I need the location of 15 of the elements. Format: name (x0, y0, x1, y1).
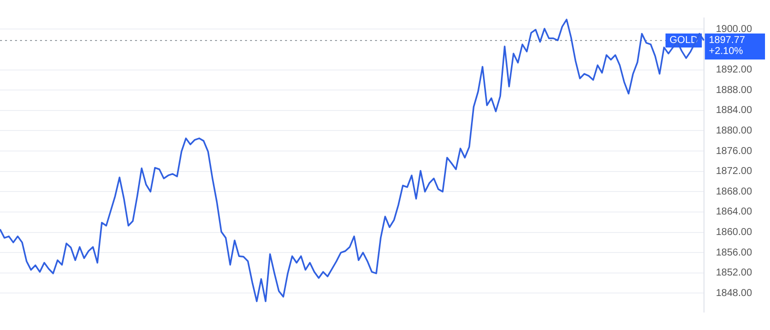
y-tick-label: 1880.00 (716, 125, 752, 136)
y-tick-label: 1872.00 (716, 166, 752, 178)
y-tick-label: 1892.00 (716, 64, 752, 76)
text: 1897.77 (708, 35, 746, 46)
y-tick-label: 1864.00 (716, 206, 752, 218)
y-tick-label: 1868.00 (716, 186, 752, 198)
text: +2.10% (708, 46, 744, 58)
y-tick-label: 1888.00 (716, 84, 752, 96)
y-tick-label: 1856.00 (716, 247, 752, 258)
y-tick-label: 1876.00 (716, 146, 752, 157)
y-tick-label: 1860.00 (716, 227, 752, 238)
y-tick-label: 1900.00 (716, 24, 752, 35)
y-tick-label: 1848.00 (716, 288, 752, 299)
y-tick-label: 1884.00 (716, 105, 752, 116)
y-tick-label: 1852.00 (716, 268, 752, 279)
